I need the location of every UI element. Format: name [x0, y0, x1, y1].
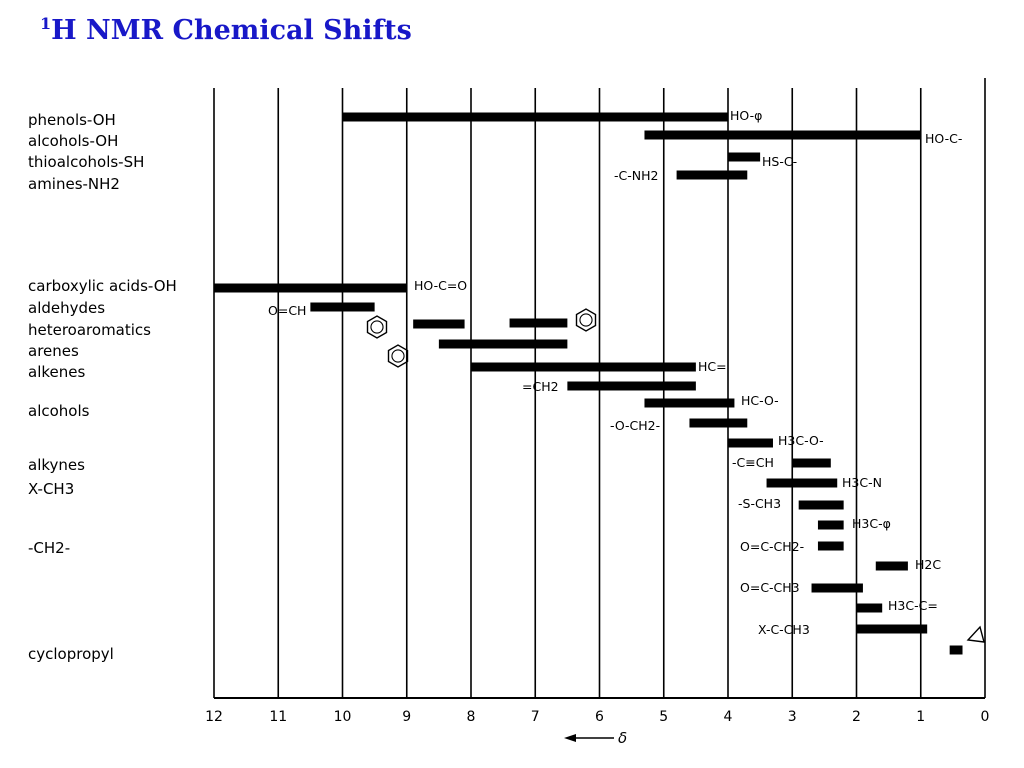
x-tick-labels: 12 11 10 9 8 7 6 5 4 3 2 1 0	[205, 709, 989, 725]
category-label: alcohols-OH	[28, 132, 118, 150]
category-label: carboxylic acids-OH	[28, 277, 177, 295]
bar-annotation: =CH2	[522, 379, 559, 394]
bar-annotation: HO-C=O	[414, 278, 467, 293]
category-label: thioalcohols-SH	[28, 153, 144, 171]
range-bar	[438, 339, 568, 349]
pyridine-ring-icon	[575, 308, 597, 332]
x-tick-label: 3	[788, 709, 797, 725]
category-label: amines-NH2	[28, 175, 120, 193]
category-label: alkenes	[28, 363, 85, 381]
cyclopropane-ring-icon	[966, 625, 985, 643]
x-tick-label: 5	[659, 709, 668, 725]
range-bar	[728, 152, 761, 162]
range-bar	[471, 362, 696, 372]
bar-annotation: HO-φ	[730, 108, 762, 123]
range-bar	[689, 418, 748, 428]
range-bar	[856, 624, 928, 634]
range-bar	[792, 458, 831, 468]
bar-annotation: O=CH	[268, 303, 306, 318]
category-label: heteroaromatics	[28, 321, 151, 339]
category-label: arenes	[28, 342, 79, 360]
benzene-ring-icon	[387, 344, 409, 368]
chart-bars	[214, 112, 963, 655]
x-tick-label: 2	[852, 709, 861, 725]
range-bar	[214, 283, 407, 293]
x-tick-label: 0	[981, 709, 990, 725]
x-tick-label: 7	[531, 709, 540, 725]
x-axis-label: δ	[564, 729, 627, 747]
bar-annotation: -O-CH2-	[610, 418, 660, 433]
bar-annotation: HS-C-	[762, 154, 797, 169]
bar-annotation: O=C-CH3	[740, 580, 800, 595]
bar-annotation: -C≡CH	[732, 455, 774, 470]
range-bar	[509, 318, 568, 328]
range-bar	[817, 520, 844, 530]
range-bar	[342, 112, 728, 122]
bar-annotation: O=C-CH2-	[740, 539, 804, 554]
bar-annotation: -C-NH2	[614, 168, 658, 183]
bar-annotation: H3C-O-	[778, 433, 824, 448]
arrow-head	[564, 734, 576, 742]
title-text: H NMR Chemical Shifts	[51, 15, 412, 46]
range-bar	[567, 381, 696, 391]
x-tick-label: 11	[269, 709, 287, 725]
page-title: 1H NMR Chemical Shifts	[40, 14, 412, 46]
x-tick-label: 4	[724, 709, 733, 725]
category-label: alkynes	[28, 456, 85, 474]
bar-annotation: HC-O-	[741, 393, 779, 408]
category-label: -CH2-	[28, 539, 70, 557]
x-tick-label: 12	[205, 709, 223, 725]
chart-grid	[213, 78, 986, 699]
x-tick-label: 1	[916, 709, 925, 725]
category-label: alcohols	[28, 402, 90, 420]
category-label: cyclopropyl	[28, 645, 114, 663]
molecule-drawings	[366, 308, 985, 643]
range-bar	[949, 645, 963, 655]
x-tick-label: 9	[402, 709, 411, 725]
bar-annotation: H3C-N	[842, 475, 882, 490]
range-bar	[811, 583, 863, 593]
range-bar	[817, 541, 844, 551]
bar-annotation: H3C-φ	[852, 516, 891, 531]
range-bar	[728, 438, 773, 448]
pyridine-ring-icon	[366, 315, 388, 339]
range-bar	[310, 302, 375, 312]
category-label: phenols-OH	[28, 111, 116, 129]
range-bar	[644, 398, 735, 408]
category-labels: phenols-OH alcohols-OH thioalcohols-SH amin…	[28, 111, 177, 663]
bar-annotation: -S-CH3	[738, 496, 781, 511]
range-bar	[766, 478, 838, 488]
range-bar	[856, 603, 883, 613]
title-superscript: 1	[40, 14, 52, 33]
range-bar	[676, 170, 748, 180]
x-axis-label-text: δ	[618, 729, 627, 747]
bar-annotation: HO-C-	[925, 131, 962, 146]
bar-annotation: HC=	[698, 359, 727, 374]
bar-annotations: HO-φ HO-C- HS-C- -C-NH2 HO-C=O O=CH HC= =CH2 HC-…	[268, 108, 962, 637]
x-tick-label: 10	[334, 709, 352, 725]
range-bar	[875, 561, 908, 571]
range-bar	[798, 500, 844, 510]
x-tick-label: 8	[467, 709, 476, 725]
category-label: aldehydes	[28, 299, 105, 317]
range-bar	[644, 130, 921, 140]
bar-annotation: X-C-CH3	[758, 622, 810, 637]
x-tick-label: 6	[595, 709, 604, 725]
bar-annotation: H2C	[915, 557, 941, 572]
range-bar	[413, 319, 465, 329]
bar-annotation: H3C-C=	[888, 598, 938, 613]
category-label: X-CH3	[28, 480, 74, 498]
